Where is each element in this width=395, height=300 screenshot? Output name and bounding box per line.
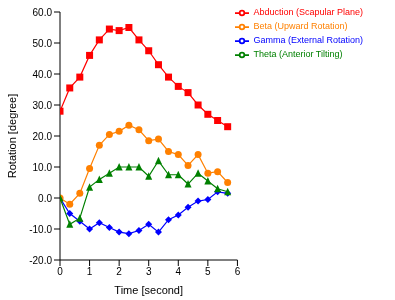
svg-text:60.0: 60.0 — [33, 7, 53, 18]
html-text:Theta (Anterior Tilting): Theta (Anterior Tilting) — [253, 49, 343, 60]
html-text:Gamma (External Rotation): Gamma (External Rotation) — [253, 35, 363, 46]
svg-text:40.0: 40.0 — [33, 69, 53, 80]
html-text:Beta (Upward Rotation): Beta (Upward Rotation) — [253, 21, 348, 32]
svg-text:50.0: 50.0 — [33, 38, 53, 49]
svg-text:1: 1 — [87, 266, 93, 277]
svg-text:3: 3 — [146, 266, 152, 277]
svg-text:6: 6 — [235, 266, 241, 277]
svg-text:5: 5 — [205, 266, 211, 277]
svg-text:10.0: 10.0 — [33, 162, 53, 173]
svg-text:20.0: 20.0 — [33, 131, 53, 142]
svg-text:0: 0 — [57, 266, 63, 277]
svg-text:-10.0: -10.0 — [29, 224, 52, 235]
svg-text:0.0: 0.0 — [38, 193, 52, 204]
html-text:Abduction (Scapular Plane): Abduction (Scapular Plane) — [253, 7, 363, 18]
svg-text:30.0: 30.0 — [33, 100, 53, 111]
svg-text:2: 2 — [116, 266, 122, 277]
svg-text:Rotation [degree]: Rotation [degree] — [8, 94, 18, 178]
svg-text:4: 4 — [176, 266, 182, 277]
svg-text:-20.0: -20.0 — [29, 255, 52, 266]
svg-text:Time [second]: Time [second] — [114, 284, 183, 296]
